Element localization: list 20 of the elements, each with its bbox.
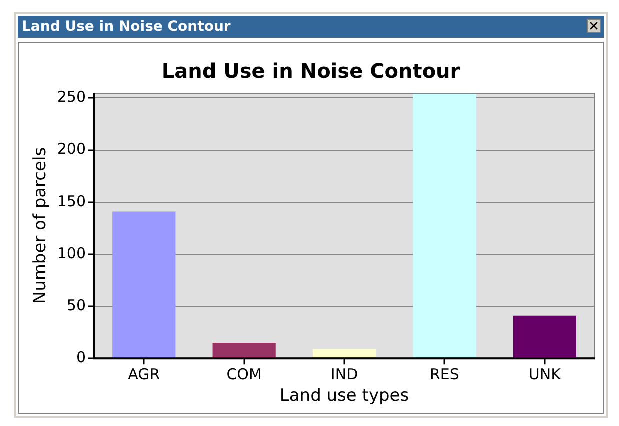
x-tick-label: UNK [528, 365, 562, 384]
y-tick-label: 200 [57, 140, 86, 158]
y-tick-label: 250 [57, 88, 86, 106]
bar [212, 342, 276, 358]
chart-title: Land Use in Noise Contour [162, 59, 460, 84]
bar [413, 93, 476, 358]
bar [312, 349, 376, 358]
x-tick-label: RES [430, 365, 460, 384]
y-tick-label: 100 [57, 244, 86, 262]
x-tick-label: COM [226, 365, 262, 384]
x-axis-title: Land use types [280, 386, 410, 406]
bar [513, 316, 576, 358]
y-tick-label: 150 [57, 192, 86, 210]
x-tick-label: AGR [128, 365, 160, 384]
y-tick-label: 0 [76, 348, 86, 366]
y-axis-title: Number of parcels [30, 147, 51, 304]
text: Land Use in Noise Contour [22, 19, 231, 35]
x-tick-label: IND [330, 365, 358, 384]
bar [112, 212, 176, 358]
y-tick-label: 50 [66, 296, 86, 314]
